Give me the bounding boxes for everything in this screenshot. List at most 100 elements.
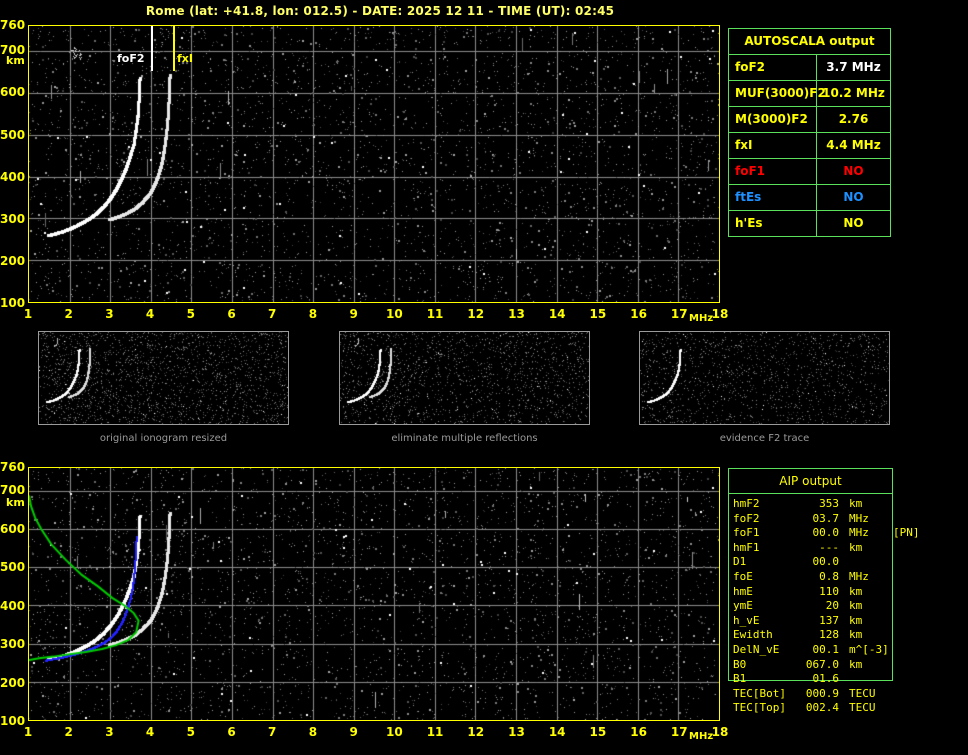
y-tick-760: 760 xyxy=(0,460,26,474)
aip-row-tec-top-: TEC[Top] 002.4 TECU xyxy=(728,701,938,716)
bottom-ionogram-plot[interactable] xyxy=(28,467,720,721)
x-tick-4: 4 xyxy=(145,725,155,739)
x-tick-3: 3 xyxy=(105,307,114,321)
aip-key: foF2 xyxy=(733,511,760,525)
aip-row-tec-bot-: TEC[Bot] 000.9 TECU xyxy=(728,687,938,702)
aip-key: hmF2 xyxy=(733,497,760,510)
main-ionogram-plot[interactable]: foF2 fxI xyxy=(28,25,720,303)
aip-value: 002.4 xyxy=(805,701,839,715)
x-tick-1: 1 xyxy=(23,307,33,321)
main-y-unit-label: km xyxy=(6,54,25,67)
aip-key: h_vE xyxy=(733,613,760,627)
autoscala-value: NO xyxy=(843,164,864,178)
autoscala-value: 10.2 MHz xyxy=(822,86,885,100)
aip-value: 20 xyxy=(825,599,839,613)
autoscala-key: foF2 xyxy=(729,55,817,80)
aip-rows: hmF2 353 km foF2 03.7 MHz foF1 00.0 MHz [PN] hmF1 -… xyxy=(728,497,938,716)
aip-row-hmf1: hmF1 --- km xyxy=(728,541,938,556)
aip-unit: km xyxy=(849,613,863,627)
x-tick-15: 15 xyxy=(589,725,607,739)
aip-unit: TECU xyxy=(849,701,876,715)
aip-unit: MHz xyxy=(849,526,869,540)
x-tick-4: 4 xyxy=(145,307,155,321)
thumbnail-caption-2: evidence F2 trace xyxy=(719,433,810,444)
y-tick-700: 700 xyxy=(0,483,26,498)
aip-row-b0: B0 067.0 km xyxy=(728,658,938,673)
x-tick-2: 2 xyxy=(64,307,73,321)
x-tick-13: 13 xyxy=(508,307,525,321)
x-tick-7: 7 xyxy=(268,725,277,739)
autoscala-key: foF1 xyxy=(729,159,817,184)
autoscala-key: fxI xyxy=(729,133,817,158)
aip-value: 000.9 xyxy=(805,686,839,700)
thumbnail-eliminate-multiple-reflections[interactable] xyxy=(339,331,590,425)
page-title: Rome (lat: +41.8, lon: 012.5) - DATE: 20… xyxy=(145,4,615,18)
y-tick-600: 600 xyxy=(0,85,26,100)
y-tick-400: 400 xyxy=(0,169,26,184)
autoscala-row-fof2: foF2 3.7 MHz xyxy=(729,55,890,81)
autoscala-row-fxi: fxI 4.4 MHz xyxy=(729,133,890,159)
thumbnail-evidence-f2-trace[interactable] xyxy=(639,331,890,425)
aip-output-table: AIP output xyxy=(728,468,893,681)
y-tick-700: 700 xyxy=(0,43,26,58)
x-tick-12: 12 xyxy=(467,725,485,739)
x-tick-16: 16 xyxy=(630,725,647,739)
autoscala-value: 4.4 MHz xyxy=(826,138,881,152)
x-tick-11: 11 xyxy=(426,725,444,739)
aip-row-b1: B1 01.6 xyxy=(728,672,938,687)
aip-value: 00.0 xyxy=(812,526,840,540)
autoscala-row-muf-3000-f2: MUF(3000)F2 10.2 MHz xyxy=(729,81,890,107)
aip-unit: m^[-3] xyxy=(849,642,889,656)
aip-key: Ewidth xyxy=(733,628,773,642)
aip-row-foe: foE 0.8 MHz xyxy=(728,570,938,585)
aip-value: 00.0 xyxy=(812,555,840,569)
aip-key: ymE xyxy=(733,599,753,613)
autoscala-value: 3.7 MHz xyxy=(826,60,881,74)
aip-unit: km xyxy=(849,540,863,554)
x-tick-12: 12 xyxy=(467,307,485,321)
x-tick-6: 6 xyxy=(227,307,236,321)
x-tick-10: 10 xyxy=(385,307,403,321)
autoscala-value: NO xyxy=(843,216,864,230)
aip-key: TEC[Bot] xyxy=(733,686,786,700)
fxi-marker-label: fxI xyxy=(177,52,193,65)
autoscala-key: ftEs xyxy=(729,185,817,210)
aip-row-yme: ymE 20 km xyxy=(728,599,938,614)
fof2-marker-line xyxy=(151,26,153,71)
aip-value: 110 xyxy=(819,584,839,598)
aip-value: 0.8 xyxy=(819,569,839,583)
aip-key: hmE xyxy=(733,584,753,598)
autoscala-rows: foF2 3.7 MHz MUF(3000)F2 10.2 MHz M(3000)F2 2… xyxy=(729,55,890,236)
x-tick-1: 1 xyxy=(23,725,33,739)
aip-key: DelN_vE xyxy=(733,642,780,656)
aip-key: B1 xyxy=(733,672,747,686)
x-tick-8: 8 xyxy=(308,725,318,739)
x-tick-11: 11 xyxy=(426,307,444,321)
x-tick-14: 14 xyxy=(548,307,566,321)
x-tick-9: 9 xyxy=(349,307,358,321)
y-tick-300: 300 xyxy=(0,211,26,226)
thumbnail-original-ionogram-resized[interactable] xyxy=(38,331,289,425)
x-tick-5: 5 xyxy=(186,725,195,739)
aip-unit: MHz xyxy=(849,511,869,525)
aip-unit: km xyxy=(849,497,863,510)
x-tick-10: 10 xyxy=(385,725,403,739)
aip-value: 067.0 xyxy=(805,657,839,671)
autoscala-row-fof1: foF1 NO xyxy=(729,159,890,185)
fof2-marker-label: foF2 xyxy=(117,52,145,65)
y-tick-760: 760 xyxy=(0,18,26,32)
thumbnail-caption-0: original ionogram resized xyxy=(99,433,228,444)
x-tick-7: 7 xyxy=(268,307,277,321)
aip-row-deln-ve: DelN_vE 00.1 m^[-3] xyxy=(728,643,938,658)
y-tick-500: 500 xyxy=(0,127,26,142)
aip-unit: TECU xyxy=(849,686,876,700)
aip-value: 353 xyxy=(819,497,839,510)
aip-row-ewidth: Ewidth 128 km xyxy=(728,628,938,643)
x-tick-16: 16 xyxy=(630,307,647,321)
x-tick-14: 14 xyxy=(548,725,566,739)
autoscala-output-table: AUTOSCALA output foF2 3.7 MHz MUF(3000)F2 1… xyxy=(728,28,891,237)
fxi-marker-line xyxy=(173,26,175,71)
y-tick-600: 600 xyxy=(0,521,26,536)
aip-key: TEC[Top] xyxy=(733,701,786,715)
